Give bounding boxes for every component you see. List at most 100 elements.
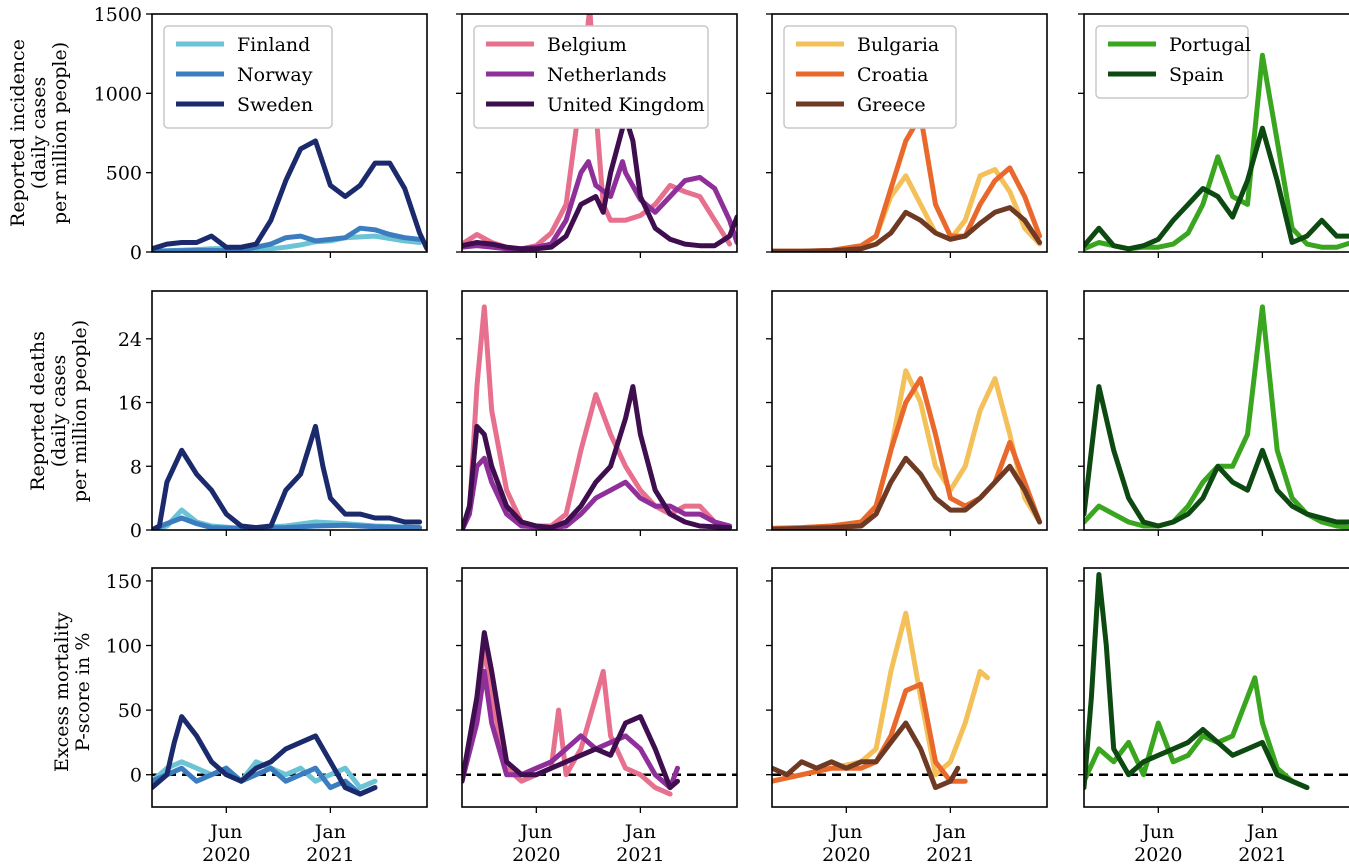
x-tick-label: Jun bbox=[518, 821, 552, 843]
plot-frame bbox=[151, 290, 428, 531]
series-line-sweden bbox=[152, 423, 423, 530]
x-tick-label: 2020 bbox=[822, 844, 870, 864]
plot-frame bbox=[1083, 567, 1349, 808]
series-line-united-kingdom bbox=[462, 114, 737, 252]
plot-frame bbox=[1083, 290, 1349, 531]
legend-label-netherlands: Netherlands bbox=[547, 64, 667, 86]
y-tick-label: 0 bbox=[130, 242, 142, 264]
row-label-incidence-line-3: per million people) bbox=[49, 42, 71, 224]
panel-1-3 bbox=[1078, 290, 1349, 536]
panel-0-3: Portugal Spain bbox=[1078, 13, 1349, 258]
row-label-excess-line-1: Excess mortality bbox=[51, 612, 73, 772]
y-tick-label: 50 bbox=[118, 700, 142, 722]
row-label-excess-line-2: P-score in % bbox=[72, 633, 94, 752]
series-line-croatia bbox=[772, 376, 1043, 530]
series-lines bbox=[152, 423, 423, 530]
panel-0-1: Belgium Netherlands United Kingdom bbox=[456, 13, 738, 258]
legend: Belgium Netherlands United Kingdom bbox=[473, 25, 709, 129]
series-line-greece bbox=[772, 205, 1043, 252]
series-lines bbox=[1084, 52, 1349, 252]
legend: Finland Norway Sweden bbox=[163, 25, 333, 129]
y-tick-label: 0 bbox=[130, 520, 142, 542]
legend-label-portugal: Portugal bbox=[1169, 34, 1251, 56]
row-label-deaths-line-3: per million people) bbox=[69, 320, 91, 502]
series-line-norway bbox=[152, 225, 423, 252]
legend: Portugal Spain bbox=[1095, 25, 1251, 99]
plot-frame bbox=[461, 567, 738, 808]
y-tick-label: 1000 bbox=[94, 83, 142, 105]
series-lines bbox=[462, 630, 680, 797]
panel-1-2 bbox=[766, 290, 1048, 536]
series-lines bbox=[1084, 572, 1310, 791]
x-tick-label: Jun bbox=[828, 821, 862, 843]
y-tick-label: 8 bbox=[130, 456, 142, 478]
plot-frame bbox=[771, 290, 1048, 531]
x-tick-label: Jan bbox=[1245, 821, 1278, 843]
panel-0-2: Bulgaria Croatia Greece bbox=[766, 13, 1048, 258]
y-tick-label: 0 bbox=[130, 765, 142, 787]
legend: Bulgaria Croatia Greece bbox=[783, 25, 957, 129]
series-line-united-kingdom bbox=[462, 384, 733, 530]
plot-frame bbox=[1083, 13, 1349, 253]
legend-label-finland: Finland bbox=[237, 34, 310, 56]
plot-frame bbox=[461, 290, 738, 531]
panel-1-1 bbox=[456, 290, 738, 536]
series-lines bbox=[772, 113, 1043, 252]
plot-frame bbox=[771, 13, 1048, 253]
legend-label-bulgaria: Bulgaria bbox=[857, 34, 939, 56]
plot-frame bbox=[771, 567, 1048, 808]
x-tick-label: 2021 bbox=[926, 844, 974, 864]
y-tick-label: 16 bbox=[118, 393, 142, 415]
plot-grid: 050010001500FinlandNorwaySwedenBelgiumNe… bbox=[94, 4, 1349, 864]
legend-label-norway: Norway bbox=[237, 64, 313, 86]
row-label-deaths: Reported deaths (daily cases per million… bbox=[27, 320, 91, 502]
plot-frame bbox=[151, 567, 428, 808]
legend-label-united-kingdom: United Kingdom bbox=[547, 94, 705, 116]
x-tick-label: 2020 bbox=[1134, 844, 1182, 864]
x-tick-label: Jan bbox=[933, 821, 966, 843]
series-lines bbox=[772, 368, 1043, 530]
series-line-croatia bbox=[772, 681, 968, 784]
legend-label-spain: Spain bbox=[1169, 64, 1224, 86]
x-tick-label: 2021 bbox=[1238, 844, 1286, 864]
series-line-greece bbox=[772, 720, 961, 791]
y-tick-label: 100 bbox=[106, 636, 142, 658]
x-tick-label: 2021 bbox=[616, 844, 664, 864]
series-line-portugal bbox=[1084, 675, 1310, 791]
series-line-croatia bbox=[772, 113, 1043, 252]
y-tick-label: 150 bbox=[106, 571, 142, 593]
series-lines bbox=[152, 714, 378, 797]
series-line-spain bbox=[1084, 125, 1349, 252]
series-lines bbox=[152, 138, 427, 252]
series-line-bulgaria bbox=[772, 368, 1043, 530]
series-line-greece bbox=[772, 455, 1043, 530]
y-tick-label: 24 bbox=[118, 329, 142, 351]
series-line-sweden bbox=[152, 138, 427, 252]
row-label-incidence: Reported incidence (daily cases per mill… bbox=[7, 39, 71, 227]
series-line-netherlands bbox=[462, 455, 733, 530]
series-lines bbox=[772, 610, 990, 791]
x-tick-label: 2021 bbox=[306, 844, 354, 864]
series-lines bbox=[1084, 304, 1349, 530]
series-line-spain bbox=[1084, 384, 1349, 529]
series-line-united-kingdom bbox=[462, 630, 680, 791]
x-tick-label: 2020 bbox=[202, 844, 250, 864]
row-label-deaths-line-2: (daily cases bbox=[48, 355, 70, 468]
series-line-spain bbox=[1084, 572, 1310, 791]
x-tick-label: Jun bbox=[1140, 821, 1174, 843]
series-line-sweden bbox=[152, 714, 378, 797]
plot-frame bbox=[461, 13, 738, 253]
series-line-portugal bbox=[1084, 304, 1349, 530]
x-tick-label: 2020 bbox=[512, 844, 560, 864]
y-tick-label: 1500 bbox=[94, 4, 142, 26]
x-tick-label: Jun bbox=[208, 821, 242, 843]
row-label-incidence-line-1: Reported incidence bbox=[7, 39, 29, 227]
series-line-norway bbox=[152, 765, 378, 797]
legend-label-croatia: Croatia bbox=[857, 64, 928, 86]
row-label-deaths-line-1: Reported deaths bbox=[27, 331, 49, 491]
legend-label-belgium: Belgium bbox=[547, 34, 627, 56]
